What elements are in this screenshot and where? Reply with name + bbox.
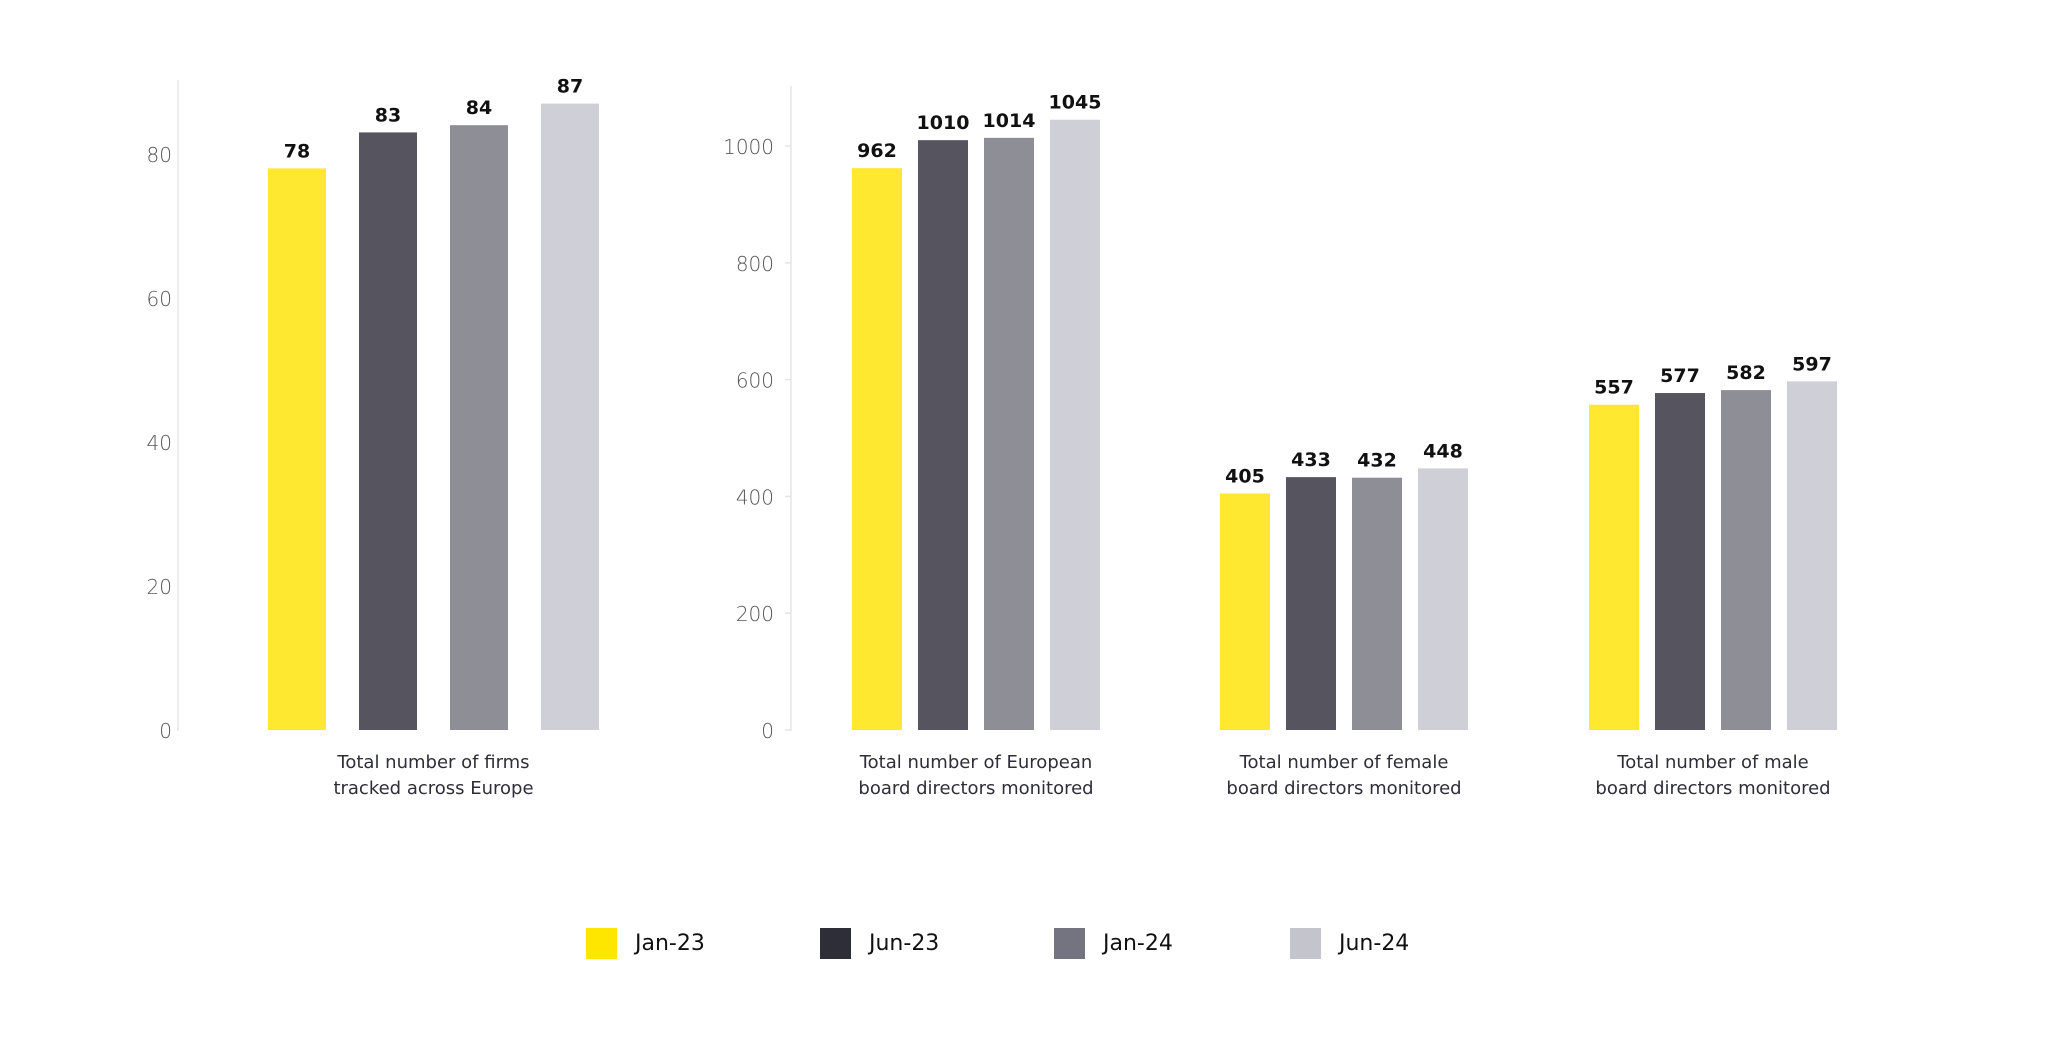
chart-4-value-label-jun-23: 577 [1660, 365, 1700, 387]
chart-2-bar-jun-24 [1050, 119, 1100, 731]
chart-3-bar-jan-23 [1220, 493, 1270, 730]
legend-item-jan-23: Jan-23 [586, 928, 705, 959]
chart-1-caption-line-2: tracked across Europe [333, 778, 533, 799]
chart-2-y-tick-label-1000: 1000 [723, 135, 774, 159]
chart-1-y-tick-label-80: 80 [147, 143, 172, 167]
chart-4-value-label-jan-23: 557 [1594, 377, 1634, 399]
chart-1-bar-jan-23 [268, 168, 326, 730]
chart-2-value-label-jan-24: 1014 [983, 110, 1036, 132]
chart-2-y-tick-label-800: 800 [736, 252, 774, 276]
chart-1-value-label-jun-24: 87 [557, 76, 583, 98]
chart-2-value-label-jun-23: 1010 [917, 112, 970, 134]
chart-4-value-label-jun-24: 597 [1792, 353, 1832, 375]
chart-3-value-label-jun-24: 448 [1423, 440, 1463, 462]
chart-4-bar-jan-23 [1589, 404, 1639, 730]
legend-label-jan-23: Jan-23 [635, 931, 705, 956]
legend-label-jun-24: Jun-24 [1339, 931, 1410, 956]
chart-4-bar-jan-24 [1721, 390, 1771, 730]
chart-4-value-label-jan-24: 582 [1726, 362, 1766, 384]
legend-item-jan-24: Jan-24 [1054, 928, 1173, 959]
legend-item-jun-24: Jun-24 [1290, 928, 1409, 959]
chart-1-value-label-jan-24: 84 [466, 97, 492, 119]
chart-3-value-label-jan-23: 405 [1225, 465, 1265, 487]
chart-2-bar-jun-23 [918, 140, 968, 730]
chart-1-caption-line-1: Total number of firms [336, 752, 529, 773]
chart-1-bar-jan-24 [450, 125, 508, 730]
chart-1-bar-jun-23 [359, 132, 417, 730]
chart-2-y-tick-label-400: 400 [736, 485, 774, 509]
legend-swatch-jun-23 [820, 928, 851, 959]
chart-2-caption-line-1: Total number of European [859, 752, 1093, 773]
chart-3-caption-line-2: board directors monitored [1226, 778, 1461, 799]
chart-4-bar-jun-23 [1655, 393, 1705, 730]
chart-2-bar-jan-24 [984, 137, 1034, 731]
chart-2-value-label-jan-23: 962 [857, 140, 897, 162]
chart-3-value-label-jan-24: 432 [1357, 450, 1397, 472]
chart-3-value-label-jun-23: 433 [1291, 449, 1331, 471]
chart-3-bar-jun-24 [1418, 468, 1468, 730]
legend-label-jan-24: Jan-24 [1103, 931, 1173, 956]
chart-2-caption-line-2: board directors monitored [858, 778, 1093, 799]
legend: Jan-23 Jun-23 Jan-24 Jun-24 [0, 928, 2048, 960]
chart-4-caption-line-2: board directors monitored [1595, 778, 1830, 799]
chart-2-y-tick-label-0: 0 [761, 719, 774, 743]
chart-2-value-label-jun-24: 1045 [1049, 92, 1102, 114]
legend-label-jun-23: Jun-23 [869, 931, 940, 956]
chart-2-bar-jan-23 [852, 168, 902, 730]
legend-swatch-jan-24 [1054, 928, 1085, 959]
legend-swatch-jun-24 [1290, 928, 1321, 959]
chart-3-bar-jan-24 [1352, 477, 1402, 730]
chart-1-value-label-jan-23: 78 [284, 140, 310, 162]
legend-swatch-jan-23 [586, 928, 617, 959]
chart-4-caption-line-1: Total number of male [1616, 752, 1808, 773]
legend-item-jun-23: Jun-23 [820, 928, 939, 959]
chart-2-y-tick-label-600: 600 [736, 369, 774, 393]
chart-1-bar-jun-24 [541, 103, 599, 731]
chart-1-y-tick-label-0: 0 [159, 719, 172, 743]
chart-3-caption-line-1: Total number of female [1239, 752, 1449, 773]
chart-1-value-label-jun-23: 83 [375, 104, 401, 126]
chart-3-bar-jun-23 [1286, 477, 1336, 730]
chart-1-y-tick-label-60: 60 [147, 287, 172, 311]
chart-2-y-tick-label-200: 200 [736, 602, 774, 626]
chart-1-y-tick-label-20: 20 [147, 575, 172, 599]
chart-4-bar-jun-24 [1787, 381, 1837, 730]
chart-1-y-tick-label-40: 40 [147, 431, 172, 455]
